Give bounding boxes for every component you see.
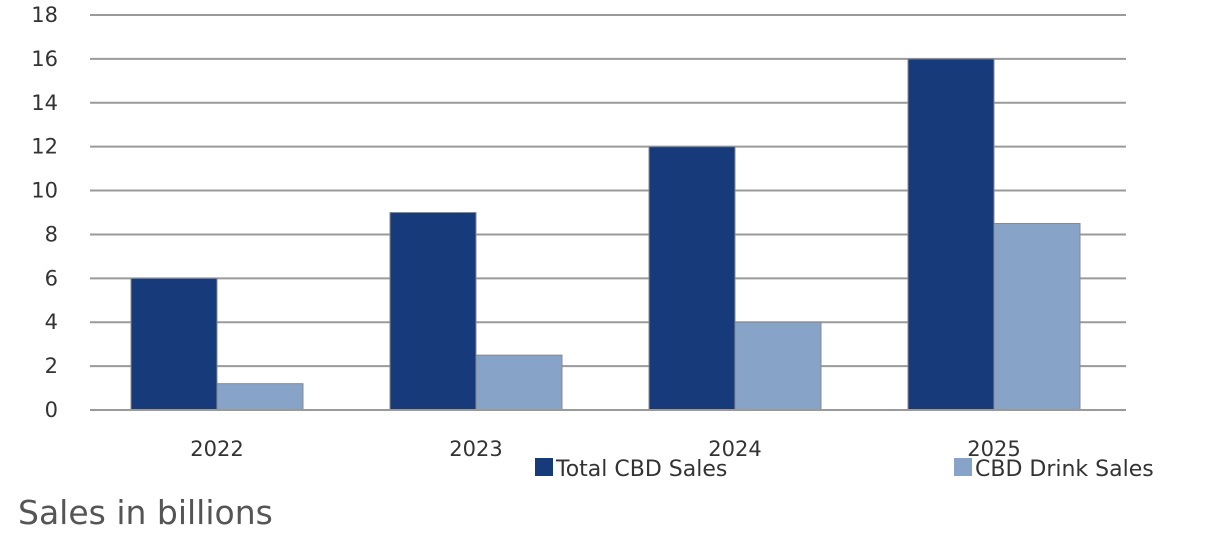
x-tick-label: 2024 <box>708 437 761 461</box>
bar-total-2022 <box>130 277 218 411</box>
y-tick-label: 4 <box>45 310 58 334</box>
y-tick-label: 8 <box>45 222 58 246</box>
x-tick-label: 2022 <box>190 437 243 461</box>
legend: Total CBD Sales CBD Drink Sales <box>535 457 1154 482</box>
bars <box>130 58 1081 411</box>
gridlines <box>90 14 1126 368</box>
legend-label-total: Total CBD Sales <box>555 457 727 482</box>
y-tick-label: 2 <box>45 354 58 378</box>
y-tick-label: 14 <box>31 91 58 115</box>
y-tick-label: 18 <box>31 3 58 27</box>
bar-total-2025 <box>907 58 995 411</box>
x-tick-label: 2025 <box>967 437 1020 461</box>
bar-drink-2022 <box>216 383 304 411</box>
legend-swatch-drink <box>954 458 972 476</box>
bar-total-2024 <box>648 146 736 411</box>
x-axis-ticks: 2022 2023 2024 2025 <box>190 437 1020 461</box>
bar-drink-2025 <box>993 222 1081 411</box>
y-axis-ticks: 0 2 4 6 8 10 12 14 16 18 <box>31 3 58 422</box>
bar-drink-2024 <box>734 321 822 411</box>
y-tick-label: 10 <box>31 179 58 203</box>
x-tick-label: 2023 <box>449 437 502 461</box>
chart-caption: Sales in billions <box>18 493 273 532</box>
y-tick-label: 0 <box>45 398 58 422</box>
y-tick-label: 16 <box>31 47 58 71</box>
legend-swatch-total <box>535 458 553 476</box>
legend-label-drink: CBD Drink Sales <box>975 457 1154 482</box>
bar-drink-2023 <box>475 354 563 411</box>
y-tick-label: 12 <box>31 135 58 159</box>
bar-total-2023 <box>389 212 477 411</box>
y-tick-label: 6 <box>45 266 58 290</box>
